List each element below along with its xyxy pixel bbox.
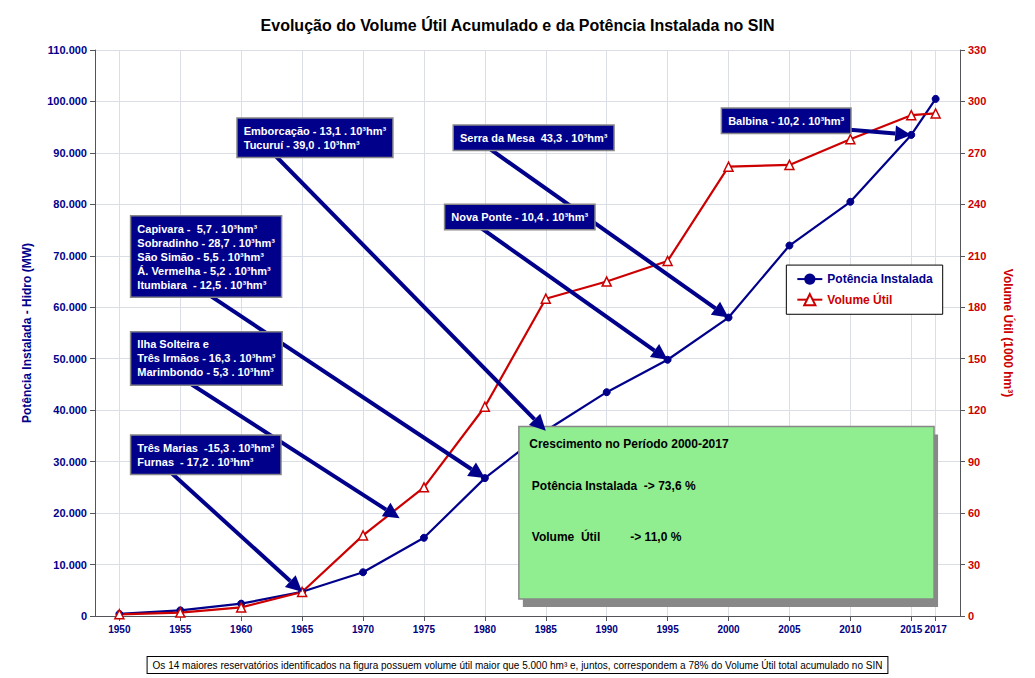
- svg-text:80.000: 80.000: [53, 198, 87, 210]
- svg-text:1980: 1980: [474, 624, 497, 635]
- svg-text:1960: 1960: [230, 624, 253, 635]
- svg-text:1975: 1975: [413, 624, 436, 635]
- svg-text:Emborcação - 13,1 . 10³hm³: Emborcação - 13,1 . 10³hm³: [244, 125, 387, 137]
- svg-text:270: 270: [968, 147, 986, 159]
- svg-text:100.000: 100.000: [47, 95, 87, 107]
- svg-text:Três Marias -15,3 . 10³hm³: Três Marias -15,3 . 10³hm³: [137, 442, 274, 454]
- svg-text:40.000: 40.000: [53, 404, 87, 416]
- svg-text:Volume Útil -> 11,0 %: Volume Útil -> 11,0 %: [532, 529, 682, 544]
- svg-text:Volume Útil: Volume Útil: [827, 292, 892, 307]
- svg-text:1950: 1950: [108, 624, 131, 635]
- svg-text:1955: 1955: [169, 624, 192, 635]
- svg-text:Balbina - 10,2 . 10³hm³: Balbina - 10,2 . 10³hm³: [728, 115, 844, 127]
- svg-text:Marimbondo - 5,3 . 10³hm³: Marimbondo - 5,3 . 10³hm³: [137, 366, 274, 378]
- svg-text:Serra da Mesa 43,3 . 10³hm³: Serra da Mesa 43,3 . 10³hm³: [460, 132, 608, 144]
- svg-text:Crescimento no Período 2000-20: Crescimento no Período 2000-2017: [529, 437, 729, 451]
- svg-text:30: 30: [968, 559, 980, 571]
- svg-text:120: 120: [968, 404, 986, 416]
- svg-text:50.000: 50.000: [53, 353, 87, 365]
- svg-text:150: 150: [968, 353, 986, 365]
- svg-text:1985: 1985: [535, 624, 558, 635]
- svg-text:180: 180: [968, 301, 986, 313]
- svg-text:Á. Vermelha - 5,2 . 10³hm³: Á. Vermelha - 5,2 . 10³hm³: [137, 265, 271, 277]
- svg-text:2010: 2010: [839, 624, 862, 635]
- svg-text:10.000: 10.000: [53, 559, 87, 571]
- svg-text:90: 90: [968, 456, 980, 468]
- svg-text:110.000: 110.000: [48, 44, 87, 56]
- svg-text:70.000: 70.000: [53, 250, 87, 262]
- svg-text:0: 0: [968, 610, 974, 622]
- svg-text:1965: 1965: [291, 624, 314, 635]
- svg-text:Ilha Solteira e: Ilha Solteira e: [137, 338, 209, 350]
- svg-text:1995: 1995: [656, 624, 679, 635]
- svg-text:240: 240: [968, 198, 986, 210]
- svg-text:1970: 1970: [352, 624, 375, 635]
- svg-text:Potência Instalada - Hidro (MW: Potência Instalada - Hidro (MW): [20, 243, 34, 423]
- svg-text:300: 300: [968, 95, 986, 107]
- svg-text:2005: 2005: [778, 624, 801, 635]
- svg-text:Tucuruí - 39,0 . 10³hm³: Tucuruí - 39,0 . 10³hm³: [244, 139, 360, 151]
- svg-text:60.000: 60.000: [53, 301, 87, 313]
- svg-text:2017: 2017: [925, 624, 948, 635]
- svg-text:30.000: 30.000: [53, 456, 87, 468]
- svg-text:Furnas - 17,2 . 10³hm³: Furnas - 17,2 . 10³hm³: [137, 456, 253, 468]
- svg-text:Três Irmãos - 16,3 . 10³hm³: Três Irmãos - 16,3 . 10³hm³: [137, 352, 276, 364]
- svg-text:Capivara - 5,7 . 10³hm³: Capivara - 5,7 . 10³hm³: [137, 223, 257, 235]
- svg-text:Potência Instalada: Potência Instalada: [827, 272, 933, 286]
- svg-text:330: 330: [968, 44, 986, 56]
- svg-text:Potência Instalada -> 73,6 %: Potência Instalada -> 73,6 %: [532, 479, 696, 493]
- svg-text:0: 0: [81, 610, 87, 622]
- svg-text:Evolução do Volume Útil Acumul: Evolução do Volume Útil Acumulado e da P…: [261, 16, 775, 34]
- svg-text:2000: 2000: [717, 624, 740, 635]
- svg-text:Itumbiara - 12,5 . 10³hm³: Itumbiara - 12,5 . 10³hm³: [137, 279, 266, 291]
- svg-text:Volume Útil (1000 hm³): Volume Útil (1000 hm³): [1001, 269, 1016, 397]
- svg-text:Os 14 maiores reservatórios id: Os 14 maiores reservatórios identificado…: [153, 659, 883, 671]
- svg-text:Nova Ponte - 10,4 . 10³hm³: Nova Ponte - 10,4 . 10³hm³: [451, 211, 588, 223]
- svg-text:1990: 1990: [596, 624, 619, 635]
- svg-text:60: 60: [968, 507, 980, 519]
- svg-text:Sobradinho - 28,7 . 10³hm³: Sobradinho - 28,7 . 10³hm³: [137, 237, 275, 249]
- svg-text:2015: 2015: [900, 624, 923, 635]
- svg-text:São Simão - 5,5 . 10³hm³: São Simão - 5,5 . 10³hm³: [137, 251, 264, 263]
- svg-text:20.000: 20.000: [53, 507, 87, 519]
- svg-text:210: 210: [968, 250, 986, 262]
- svg-text:90.000: 90.000: [53, 147, 87, 159]
